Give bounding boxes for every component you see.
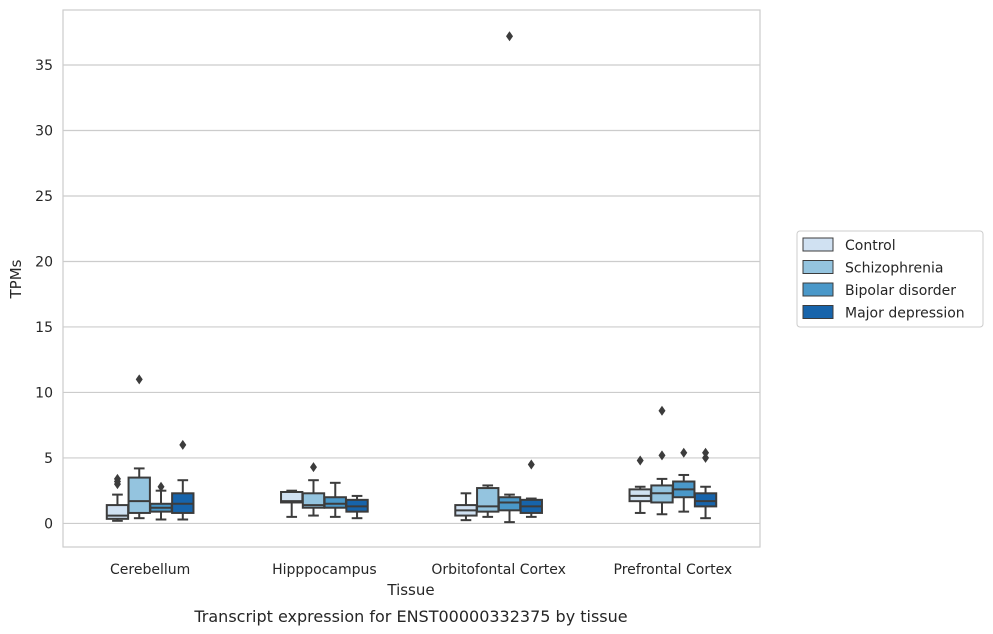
box	[345, 494, 369, 520]
x-tick-label: Prefrontal Cortex	[614, 562, 733, 578]
box	[280, 489, 304, 518]
box	[650, 405, 674, 516]
series-group	[171, 439, 718, 521]
y-tick-label: 25	[35, 189, 53, 205]
box	[693, 447, 718, 520]
box-series	[105, 31, 718, 524]
x-tick-label: Hipppocampus	[272, 562, 377, 578]
y-tick-label: 5	[44, 451, 53, 467]
outlier-marker	[157, 481, 165, 492]
series-group	[149, 31, 696, 524]
y-tick-label: 35	[35, 58, 53, 74]
legend-swatch	[802, 282, 834, 297]
x-axis-label: Tissue	[386, 581, 434, 599]
outlier-marker	[527, 459, 535, 470]
outlier-marker	[113, 473, 121, 484]
box	[628, 455, 652, 514]
outlier-marker	[658, 405, 666, 416]
outlier-marker	[702, 447, 710, 458]
y-tick-label: 0	[44, 516, 53, 532]
y-axis-ticks: 0 5 10 15 20 25 30 35	[35, 58, 53, 532]
box	[171, 439, 195, 521]
y-tick-label: 15	[35, 320, 53, 336]
outlier-marker	[636, 455, 644, 466]
outlier-marker	[680, 447, 688, 458]
box	[454, 492, 478, 522]
box-iqr	[476, 487, 500, 513]
box-iqr	[127, 476, 151, 514]
plot-area-frame	[62, 9, 761, 548]
box-iqr	[693, 492, 718, 508]
outlier-marker	[702, 452, 710, 463]
y-tick-label: 20	[35, 254, 53, 270]
gridlines	[63, 64, 760, 525]
y-axis-label: TPMs	[7, 259, 25, 299]
outlier-marker	[506, 31, 514, 42]
box	[323, 481, 347, 518]
x-tick-label: Cerebellum	[110, 562, 190, 578]
box	[476, 484, 500, 518]
box	[301, 462, 326, 517]
outlier-marker	[135, 374, 143, 385]
legend-label: Major depression	[845, 306, 965, 322]
legend-swatch	[802, 237, 834, 252]
x-axis-ticks: Cerebellum Hipppocampus Orbitofontal Corte…	[110, 562, 732, 578]
box-iqr	[105, 504, 130, 520]
box	[497, 31, 522, 524]
legend-label: Bipolar disorder	[845, 283, 956, 299]
legend: Control Schizophrenia Bipolar disorder Majo…	[796, 230, 984, 328]
legend-label: Control	[845, 238, 896, 254]
box-iqr	[497, 496, 522, 512]
y-tick-label: 30	[35, 123, 53, 139]
x-tick-label: Orbitofontal Cortex	[431, 562, 566, 578]
legend-label: Schizophrenia	[845, 261, 943, 277]
outlier-marker	[309, 462, 317, 473]
box-iqr	[323, 496, 347, 509]
box	[672, 447, 696, 513]
chart-caption: Transcript expression for ENST0000033237…	[193, 607, 627, 626]
legend-frame	[796, 230, 984, 328]
legend-swatch	[802, 260, 834, 274]
box	[127, 374, 151, 520]
y-tick-label: 10	[35, 385, 53, 401]
outlier-marker	[179, 439, 187, 450]
box	[519, 459, 543, 518]
box	[105, 473, 130, 522]
legend-swatch	[802, 305, 834, 319]
box	[149, 481, 173, 521]
series-group	[105, 455, 652, 522]
series-group	[127, 374, 674, 520]
outlier-marker	[658, 450, 666, 461]
